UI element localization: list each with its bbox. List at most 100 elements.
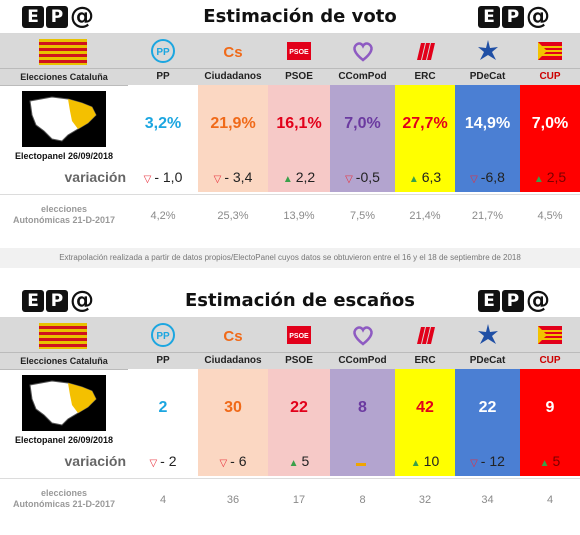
- party-logo-cell-cup: [520, 318, 580, 352]
- party-logo-cell-psoe: PSOE: [268, 34, 330, 68]
- logo-at: @: [70, 2, 94, 30]
- estimate-row: Electopanel 26/09/2018 2 30 22 8 42 22 9: [0, 369, 580, 447]
- cs-logo-icon: Cs: [220, 38, 246, 69]
- party-logo-cell-cup: [520, 34, 580, 68]
- previous-value-pp: 4,2%: [150, 210, 176, 222]
- logo-p: P: [502, 290, 524, 312]
- change-label: variación: [64, 169, 126, 185]
- change-value-cs: ▽ - 3,4: [198, 163, 268, 192]
- previous-value-erc: 32: [418, 494, 432, 506]
- estimate-value-erc: 27,7%: [395, 85, 455, 163]
- region-flag-cell: [0, 318, 128, 352]
- previous-value-pp: 4: [159, 494, 167, 506]
- heart-logo-icon: [350, 38, 376, 69]
- previous-value-erc: 21,4%: [409, 210, 441, 222]
- party-name-pdecat: PDeCat: [469, 355, 506, 366]
- psoe-logo-icon: PSOE: [286, 322, 312, 353]
- electomania-logo-right: E P @: [478, 2, 550, 30]
- change-flat-icon: ▬: [356, 458, 366, 469]
- party-logo-cell-erc: [395, 318, 455, 352]
- change-down-icon: ▽: [470, 458, 478, 469]
- change-down-icon: ▽: [470, 174, 478, 185]
- party-logo-cell-erc: [395, 34, 455, 68]
- logo-at: @: [526, 2, 550, 30]
- change-value-ccompod: ▬: [330, 447, 395, 476]
- estimate-value-psoe: 22: [268, 369, 330, 447]
- cup-flag-icon: [537, 322, 563, 353]
- cs-logo-icon: Cs: [220, 322, 246, 353]
- party-name-cup: CUP: [539, 71, 561, 82]
- region-label: Elecciones Cataluña: [20, 72, 108, 82]
- previous-election-label: elecciones Autonómicas 21-D-2017: [0, 480, 128, 520]
- logo-p: P: [46, 6, 68, 28]
- map-cell: Electopanel 26/09/2018: [0, 369, 128, 447]
- change-row: variación ▽ - 2 ▽ - 6 ▲ 5 ▬ ▲ 10 ▽ - 12 ▲ 5: [0, 447, 580, 476]
- previous-value-pdecat: 34: [481, 494, 494, 506]
- change-number: 5: [552, 453, 561, 469]
- previous-value-psoe: 17: [292, 494, 306, 506]
- change-number: - 6: [230, 453, 247, 469]
- erc-logo-icon: [412, 38, 438, 69]
- party-name-psoe: PSOE: [285, 355, 313, 366]
- change-up-icon: ▲: [410, 458, 421, 469]
- svg-text:Cs: Cs: [223, 328, 242, 345]
- previous-value-psoe: 13,9%: [283, 210, 315, 222]
- party-logo-cell-cs: Cs: [198, 318, 268, 352]
- change-number: - 2: [160, 453, 177, 469]
- logo-p: P: [46, 290, 68, 312]
- catalonia-map-icon: [22, 91, 106, 147]
- change-number: 2,5: [546, 169, 567, 185]
- party-logo-cell-psoe: PSOE: [268, 318, 330, 352]
- estimate-value-cs: 30: [198, 369, 268, 447]
- change-row: variación ▽ - 1,0 ▽ - 3,4 ▲ 2,2 ▽ -0,5 ▲ 6,3 ▽ -6,8 ▲…: [0, 163, 580, 192]
- party-names-row: Elecciones Cataluña PP Ciudadanos PSOE CComP…: [0, 352, 580, 370]
- svg-text:PP: PP: [156, 47, 170, 58]
- poll-label: Electopanel 26/09/2018: [14, 435, 114, 445]
- logo-e: E: [478, 290, 500, 312]
- previous-election-label-2: Autonómicas 21-D-2017: [12, 499, 116, 509]
- party-logo-cell-pp: PP: [128, 34, 198, 68]
- change-value-pp: ▽ - 2: [128, 447, 198, 476]
- estimate-value-pdecat: 22: [455, 369, 520, 447]
- change-value-pp: ▽ - 1,0: [128, 163, 198, 192]
- change-value-cup: ▲ 5: [520, 447, 580, 476]
- party-name-erc: ERC: [414, 355, 436, 366]
- change-down-icon: ▽: [143, 174, 152, 185]
- pp-logo-icon: PP: [150, 38, 176, 69]
- previous-election-label-1: elecciones: [40, 204, 88, 214]
- change-value-erc: ▲ 6,3: [395, 163, 455, 192]
- previous-value-ccompod: 7,5%: [349, 210, 376, 222]
- psoe-logo-icon: PSOE: [286, 38, 312, 69]
- estimate-value-ccompod: 7,0%: [330, 85, 395, 163]
- estimate-value-cs: 21,9%: [198, 85, 268, 163]
- party-name-pdecat: PDeCat: [469, 71, 506, 82]
- estimate-value-cup: 7,0%: [520, 85, 580, 163]
- party-logo-cell-ccompod: [330, 34, 395, 68]
- previous-election-label-2: Autonómicas 21-D-2017: [12, 215, 116, 225]
- change-down-icon: ▽: [149, 458, 158, 469]
- heart-logo-icon: [350, 322, 376, 353]
- change-value-psoe: ▲ 5: [268, 447, 330, 476]
- party-logo-cell-pdecat: [455, 318, 520, 352]
- change-down-icon: ▽: [213, 174, 222, 185]
- seats-estimate-panel: E P @ Estimación de escaños E P @ PP Cs PS…: [0, 284, 580, 535]
- svg-text:PSOE: PSOE: [289, 49, 309, 56]
- party-logo-cell-pdecat: [455, 34, 520, 68]
- party-logo-cell-cs: Cs: [198, 34, 268, 68]
- change-number: 2,2: [295, 169, 316, 185]
- party-logo-cell-ccompod: [330, 318, 395, 352]
- estimate-value-ccompod: 8: [330, 369, 395, 447]
- previous-value-ccompod: 8: [359, 494, 366, 506]
- logo-e: E: [22, 290, 44, 312]
- change-number: 5: [301, 453, 310, 469]
- change-number: -0,5: [355, 169, 380, 185]
- panel-title: Estimación de escaños: [185, 290, 415, 311]
- previous-election-row: elecciones Autonómicas 21-D-2017 4 36 17 8 32 3…: [0, 480, 580, 520]
- change-up-icon: ▲: [282, 174, 293, 185]
- change-up-icon: ▲: [408, 174, 419, 185]
- catalonia-flag-icon: [39, 39, 87, 65]
- change-number: -6,8: [480, 169, 505, 185]
- change-number: - 12: [480, 453, 505, 469]
- logo-at: @: [70, 286, 94, 314]
- change-up-icon: ▲: [539, 458, 550, 469]
